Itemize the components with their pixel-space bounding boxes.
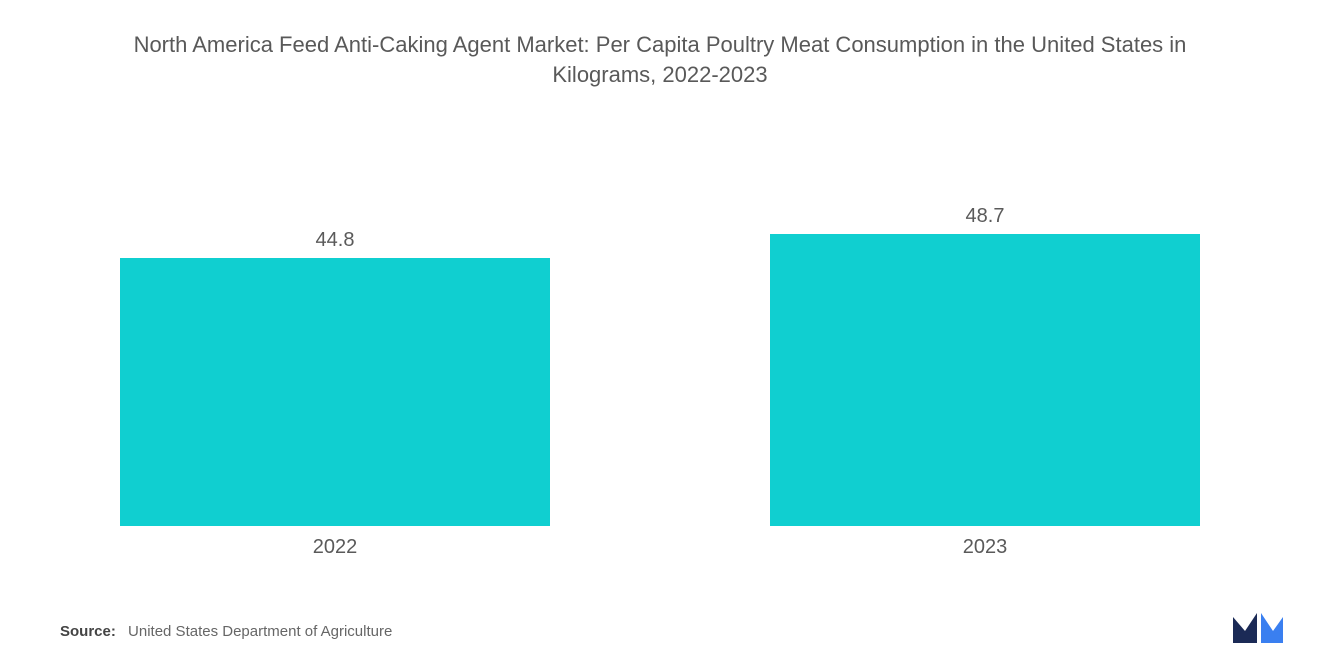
chart-title: North America Feed Anti-Caking Agent Mar… [60, 30, 1260, 99]
bar-2022 [120, 258, 550, 527]
source-text: United States Department of Agriculture [128, 623, 392, 640]
source-label: Source: [60, 623, 116, 640]
logo-icon [1231, 609, 1285, 645]
chart-container: North America Feed Anti-Caking Agent Mar… [0, 0, 1320, 665]
source-line: Source: United States Department of Agri… [60, 623, 392, 640]
brand-logo [1231, 609, 1285, 645]
bar-value-2022: 44.8 [316, 229, 355, 252]
bar-category-2022: 2022 [313, 536, 358, 559]
bar-group-2023: 48.7 2023 [770, 205, 1200, 559]
chart-area: 44.8 2022 48.7 2023 [60, 139, 1260, 559]
bar-value-2023: 48.7 [966, 205, 1005, 228]
bar-group-2022: 44.8 2022 [120, 229, 550, 560]
bar-2023 [770, 234, 1200, 526]
bar-category-2023: 2023 [963, 536, 1008, 559]
